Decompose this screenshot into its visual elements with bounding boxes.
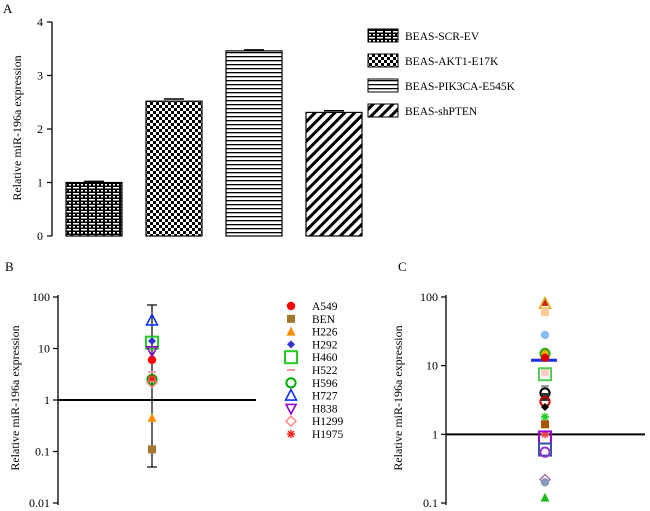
panel-b-point xyxy=(145,335,159,350)
panel-a-tick-label: 0 xyxy=(37,229,43,243)
panel-a-tick-label: 3 xyxy=(37,69,43,83)
panel-b-legend-label: BEN xyxy=(312,314,336,326)
panel-b-legend-label: H596 xyxy=(312,378,338,390)
panel-c-point xyxy=(538,442,552,457)
panel-c-label: C xyxy=(398,259,407,274)
panel-b-tick-label: 10 xyxy=(38,342,50,356)
panel-b-point xyxy=(147,412,157,422)
panel-b-legend-marker xyxy=(286,301,296,311)
panel-b-legend-marker xyxy=(286,326,296,336)
panel-b-legend-marker xyxy=(285,415,297,428)
panel-b-legend-marker xyxy=(284,350,298,365)
panel-a-legend-label: BEAS-PIK3CA-E545K xyxy=(405,81,516,93)
panel-b-tick-label: 0.1 xyxy=(35,445,50,459)
panel-b-tick-label: 1 xyxy=(44,393,50,407)
panel-c-tick-label: 0.1 xyxy=(423,496,438,510)
panel-b-legend-label: H460 xyxy=(312,352,338,364)
panel-a-ylabel: Relative miR-196a expression xyxy=(10,55,24,200)
panel-b-legend-marker xyxy=(287,314,295,323)
panel-a-tick-label: 4 xyxy=(37,15,43,29)
panel-c-ylabel: Relative miR-196a expression xyxy=(391,325,405,470)
panel-a-bar xyxy=(305,111,363,237)
panel-b-tick-label: 0.01 xyxy=(29,496,50,510)
panel-a-bar xyxy=(145,100,203,237)
panel-b-legend-marker xyxy=(285,377,297,389)
panel-b-point xyxy=(146,376,158,389)
panel-c-point xyxy=(540,478,550,487)
panel-a-tick-label: 2 xyxy=(37,122,43,136)
panel-a-bar-chart: Relative miR-196a expression 0 1 2 3 4 BEAS-… xyxy=(10,15,516,243)
panel-c-point xyxy=(540,330,550,340)
panel-a-legend-label: BEAS-SCR-EV xyxy=(405,31,480,43)
panel-b-point xyxy=(148,336,156,345)
panel-b-point xyxy=(145,346,159,359)
panel-a-legend-swatch xyxy=(367,103,399,118)
panel-c-point xyxy=(540,492,550,502)
panel-c-tick-label: 10 xyxy=(426,359,438,373)
panel-a-label: A xyxy=(3,1,13,16)
panel-b-point xyxy=(148,445,156,454)
panel-b-legend-label: H1975 xyxy=(312,429,344,441)
panel-a-bar xyxy=(65,181,123,237)
panel-c-point xyxy=(541,403,549,412)
panel-b-point xyxy=(148,374,156,383)
panel-c-point xyxy=(538,295,552,309)
panel-b-legend-marker xyxy=(284,403,298,416)
panel-b-legend-marker xyxy=(284,387,298,401)
panel-b-point xyxy=(147,355,157,365)
panel-c-point xyxy=(541,420,549,429)
panel-b-point xyxy=(145,312,159,326)
panel-b-label: B xyxy=(5,259,14,274)
panel-a-legend-swatch xyxy=(367,78,399,93)
panel-b-legend-label: H1299 xyxy=(312,416,344,428)
panel-b-legend-label: H838 xyxy=(312,403,338,415)
panel-c-point xyxy=(540,353,550,363)
panel-b-legend-label: A549 xyxy=(312,301,338,313)
panel-c-tick-label: 1 xyxy=(432,427,438,441)
panel-b-legend-label: H226 xyxy=(312,327,338,339)
panel-a-bar xyxy=(225,50,283,237)
panel-b-legend-label: H522 xyxy=(312,365,338,377)
panel-c-scatter: Relative miR-196a expression 0.1 1 10 100 xyxy=(391,290,645,510)
panel-c-point xyxy=(541,412,549,421)
panel-c-point xyxy=(539,446,551,458)
panel-b-legend-label: H292 xyxy=(312,339,338,351)
panel-a-legend-swatch xyxy=(367,28,399,43)
panel-b-legend-marker xyxy=(287,430,295,438)
panel-c-point xyxy=(541,368,549,377)
panel-b-legend-marker xyxy=(287,340,295,349)
panel-b-scatter: Relative miR-196a expression 0.01 0.1 1 10 1… xyxy=(8,290,344,510)
panel-b-tick-label: 100 xyxy=(32,290,50,304)
panel-a-legend-label: BEAS-shPTEN xyxy=(405,106,478,118)
panel-a-legend-label: BEAS-AKT1-E17K xyxy=(405,56,499,68)
panel-a-legend-swatch xyxy=(367,53,399,68)
panel-c-tick-label: 100 xyxy=(420,290,438,304)
panel-a-tick-label: 1 xyxy=(37,176,43,190)
panel-c-point xyxy=(541,308,549,317)
panel-b-legend-label: H727 xyxy=(312,391,338,403)
panel-c-point xyxy=(538,367,552,382)
panel-b-ylabel: Relative miR-196a expression xyxy=(8,325,22,470)
